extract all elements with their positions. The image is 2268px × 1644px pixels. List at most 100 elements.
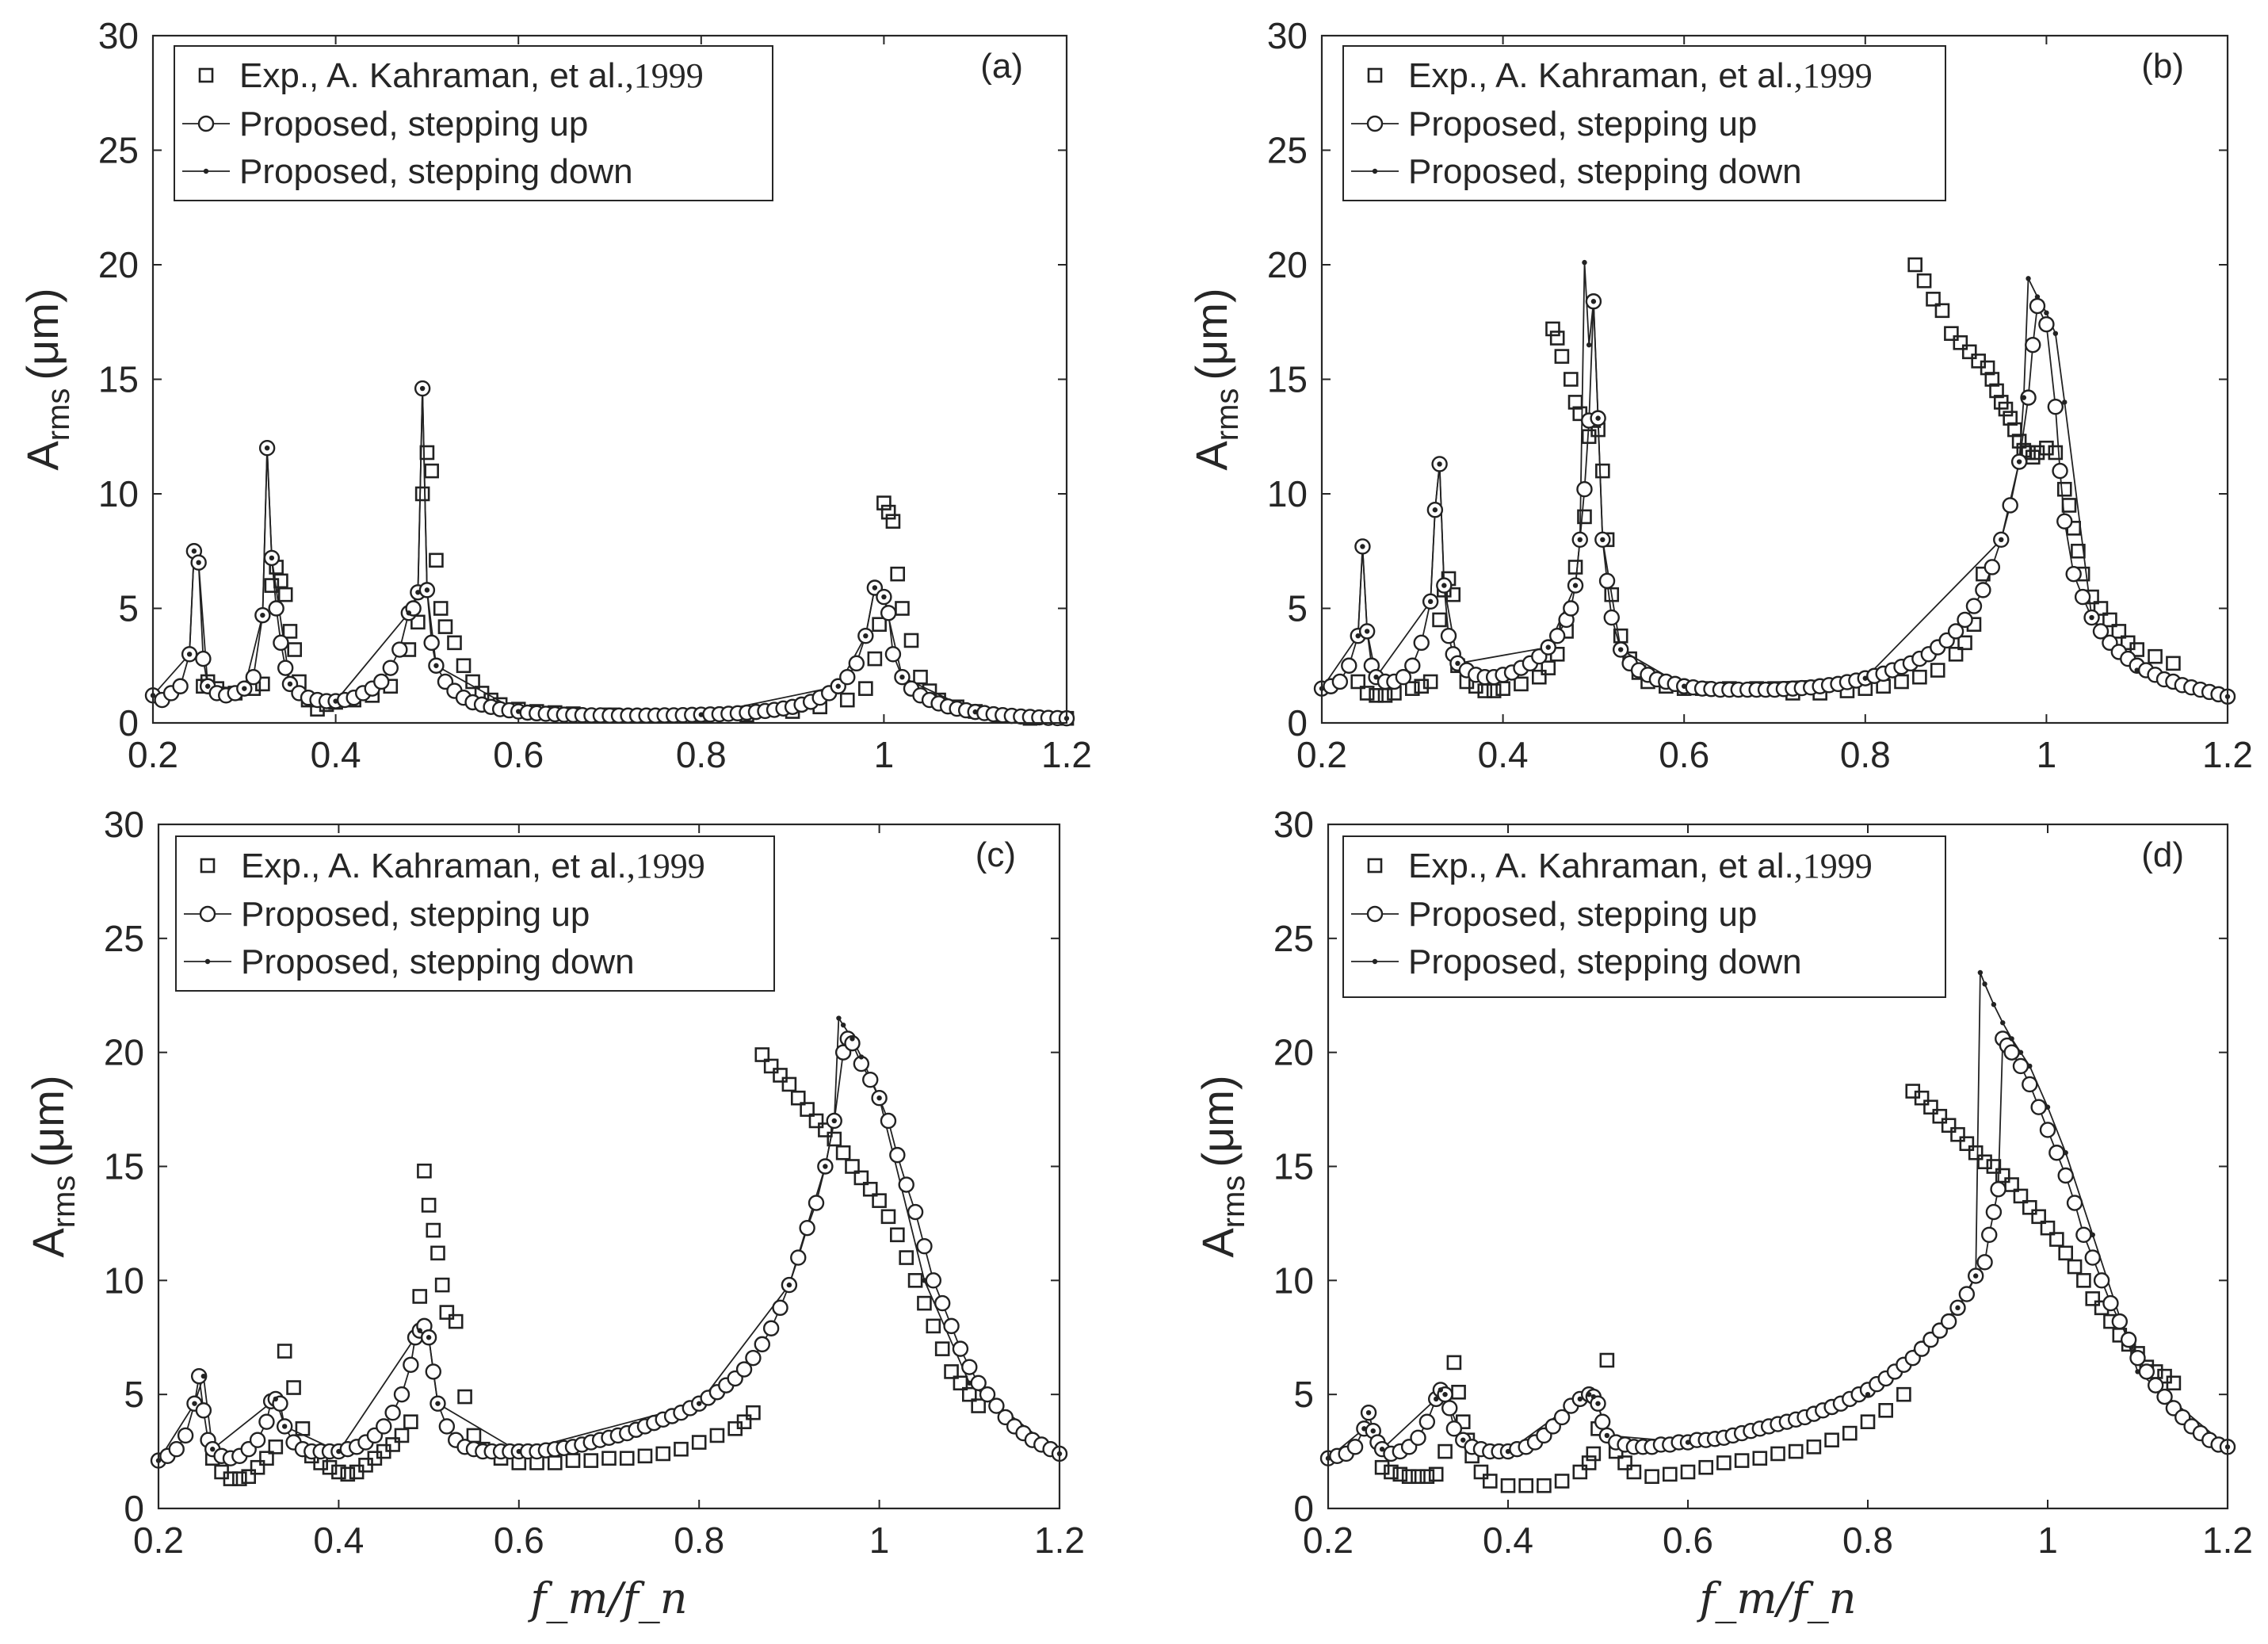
stepping-down-point bbox=[1595, 1401, 1601, 1406]
exp-data-point bbox=[1930, 663, 1945, 678]
stepping-up-point bbox=[1440, 627, 1457, 644]
stepping-down-point bbox=[2027, 1063, 2033, 1069]
exp-data-point bbox=[953, 1375, 968, 1391]
stepping-down-point bbox=[786, 1282, 792, 1288]
stepping-down-point bbox=[831, 1118, 837, 1124]
stepping-down-point bbox=[2089, 614, 2094, 621]
exp-data-point bbox=[1912, 669, 1927, 685]
stepping-down-point bbox=[698, 712, 704, 717]
stepping-up-point bbox=[1418, 1413, 1436, 1430]
stepping-up-point bbox=[862, 1071, 879, 1088]
exp-data-point bbox=[903, 633, 919, 648]
exp-data-point bbox=[1698, 1459, 1713, 1475]
stepping-down-point bbox=[1617, 647, 1624, 652]
stepping-down-point bbox=[1977, 969, 1984, 976]
exp-data-point bbox=[2067, 1259, 2083, 1275]
y-tick-label: 0 bbox=[1293, 1488, 1314, 1529]
exp-data-point bbox=[2004, 1177, 2019, 1192]
exp-data-point bbox=[2013, 1188, 2029, 1204]
stepping-up-point bbox=[2065, 565, 2082, 583]
stepping-up-point bbox=[2038, 315, 2055, 333]
exp-data-point bbox=[583, 1453, 599, 1468]
y-tick-label: 0 bbox=[1287, 702, 1308, 744]
legend-exp-label: Exp., A. Kahraman, et al.,1999 bbox=[1408, 847, 1873, 885]
exp-data-point bbox=[1617, 1455, 1632, 1470]
stepping-up-point bbox=[2120, 1331, 2137, 1348]
y-axis-label: Arms (μm) bbox=[23, 1075, 82, 1257]
stepping-down-point bbox=[1441, 583, 1447, 588]
stepping-up-point bbox=[2003, 1044, 2020, 1061]
stepping-up-point bbox=[1553, 1409, 1571, 1426]
stepping-down-point bbox=[2018, 1049, 2024, 1055]
exp-data-point bbox=[926, 1318, 941, 1334]
stepping-down-point bbox=[406, 610, 412, 616]
exp-data-point bbox=[1604, 587, 1620, 602]
stepping-up-point bbox=[245, 669, 262, 686]
stepping-up-point bbox=[799, 1219, 815, 1237]
exp-data-point bbox=[1734, 1453, 1750, 1468]
stepping-down-point bbox=[872, 585, 878, 591]
stepping-down-point bbox=[1973, 1273, 1979, 1279]
stepping-up-point bbox=[2156, 1388, 2173, 1405]
y-tick-label: 20 bbox=[98, 244, 139, 285]
exp-data-point bbox=[1384, 1464, 1399, 1480]
exp-data-point bbox=[259, 1451, 274, 1466]
stepping-up-point bbox=[1965, 598, 1983, 614]
exp-data-point bbox=[1392, 1466, 1408, 1482]
stepping-up-point bbox=[1975, 582, 1991, 598]
stepping-up-point bbox=[2084, 1249, 2101, 1266]
exp-data-point bbox=[417, 1163, 432, 1179]
y-tick-label: 25 bbox=[98, 130, 139, 171]
exp-data-point bbox=[1500, 1478, 1516, 1493]
exp-data-point bbox=[424, 463, 439, 479]
x-tick-label: 0.4 bbox=[1478, 734, 1529, 775]
y-tick-label: 20 bbox=[104, 1032, 144, 1073]
exp-data-point bbox=[858, 681, 873, 696]
legend-down-label: Proposed, stepping down bbox=[1408, 152, 1802, 191]
exp-data-point bbox=[1984, 372, 2000, 387]
stepping-down-point bbox=[1865, 1391, 1871, 1397]
exp-data-point bbox=[790, 1090, 806, 1106]
exp-data-point bbox=[2029, 445, 2045, 461]
legend-exp-year: ,1999 bbox=[1794, 56, 1873, 95]
exp-data-point bbox=[223, 1471, 239, 1486]
legend-exp-label: Exp., A. Kahraman, et al.,1999 bbox=[239, 56, 704, 95]
stepping-down-point bbox=[2063, 1150, 2068, 1156]
exp-data-point bbox=[340, 1466, 356, 1482]
stepping-up-point bbox=[391, 641, 408, 658]
exp-data-point bbox=[913, 669, 928, 685]
exp-data-point bbox=[1411, 1469, 1426, 1485]
exp-data-point bbox=[447, 635, 462, 651]
stepping-up-point bbox=[393, 1386, 410, 1403]
stepping-down-point bbox=[417, 1328, 422, 1333]
exp-data-point bbox=[808, 1113, 824, 1129]
legend-exp-marker bbox=[198, 67, 214, 83]
legend-down-label: Proposed, stepping down bbox=[1408, 942, 1802, 981]
stepping-down-point bbox=[242, 686, 247, 691]
stepping-down-point bbox=[204, 683, 211, 689]
exp-data-point bbox=[691, 1435, 707, 1450]
stepping-up-point bbox=[1940, 1313, 1957, 1330]
y-axis-label-sub: rms bbox=[41, 388, 76, 442]
stepping-up-point bbox=[1563, 600, 1579, 617]
stepping-up-point bbox=[1410, 1429, 1426, 1447]
legend-exp-year: ,1999 bbox=[627, 847, 705, 885]
stepping-up-point bbox=[880, 605, 897, 621]
stepping-up-point bbox=[277, 660, 294, 676]
stepping-down-point bbox=[1505, 1448, 1511, 1455]
exp-data-point bbox=[277, 587, 293, 602]
exp-data-point bbox=[1980, 360, 1995, 376]
exp-data-point bbox=[2022, 1199, 2037, 1215]
y-axis-label-main: A bbox=[17, 441, 67, 471]
stepping-down-point bbox=[1360, 544, 1365, 549]
exp-data-point bbox=[457, 1389, 472, 1405]
exp-data-point bbox=[835, 1145, 851, 1160]
y-axis-label-main: A bbox=[1193, 1228, 1243, 1258]
y-tick-label: 10 bbox=[104, 1260, 144, 1301]
exp-data-point bbox=[232, 1471, 247, 1486]
x-tick-label: 0.2 bbox=[128, 734, 178, 775]
stepping-up-point bbox=[2147, 1377, 2164, 1394]
exp-data-point bbox=[2049, 1232, 2064, 1247]
legend-down-marker bbox=[1372, 958, 1378, 965]
exp-data-point bbox=[2011, 434, 2027, 449]
